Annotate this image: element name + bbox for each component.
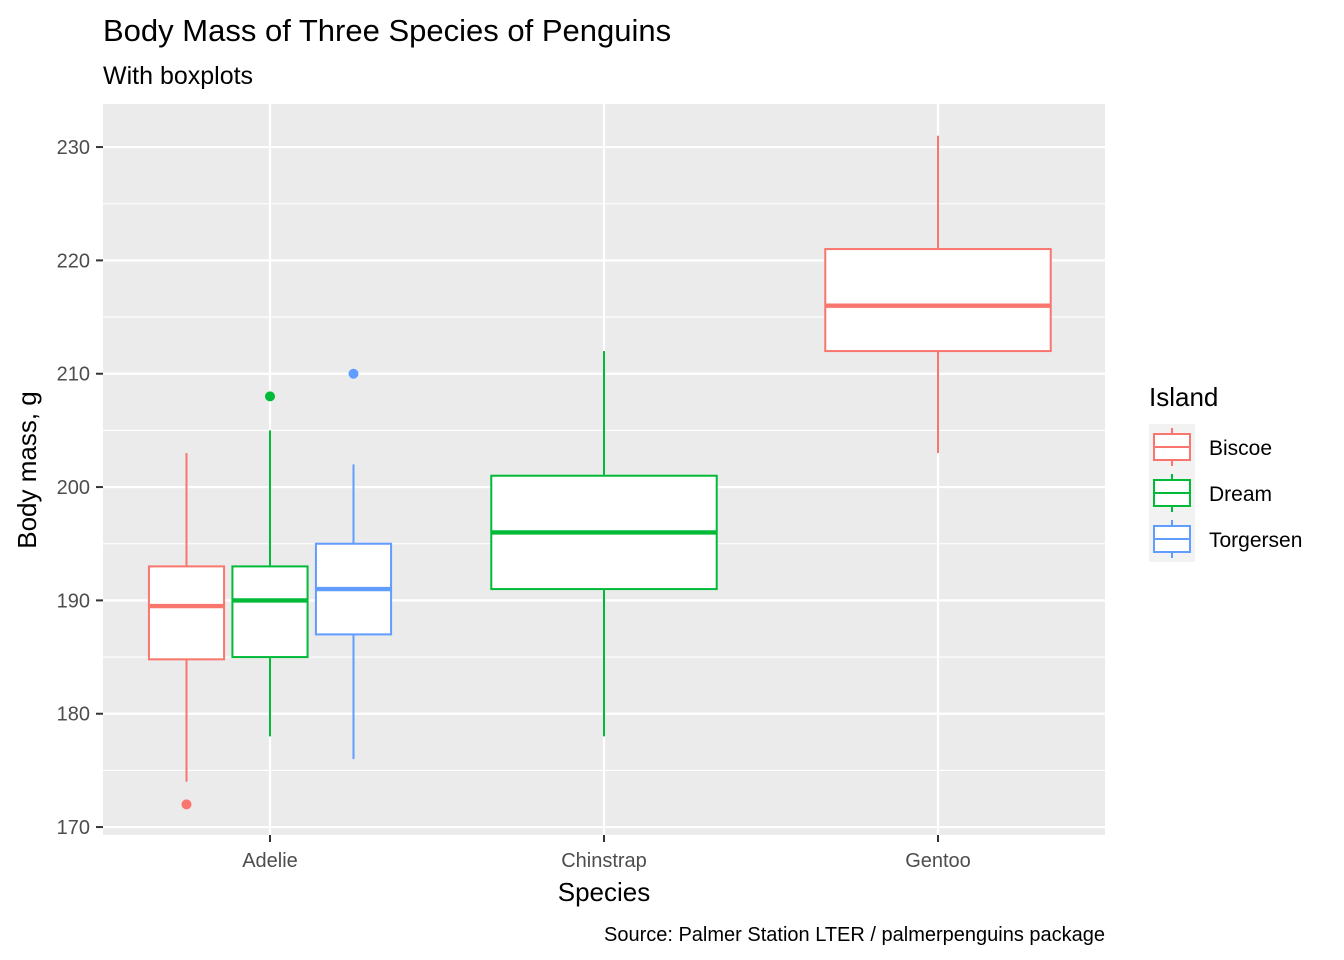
y-axis: 170 180 190 200 210 220 230	[57, 137, 103, 839]
x-axis: Adelie Chinstrap Gentoo	[242, 835, 971, 872]
y-tick-label: 210	[57, 364, 90, 386]
legend-item-torgersen: Torgersen	[1149, 516, 1302, 562]
outlier-point	[265, 391, 275, 402]
y-tick-label: 220	[57, 250, 90, 272]
box-biscoe-gentoo	[824, 135, 1052, 454]
x-axis-title: Species	[558, 877, 651, 907]
legend: Island Biscoe Dream Torgersen	[1149, 382, 1302, 562]
x-tick-label: Adelie	[242, 850, 298, 872]
chart-title: Body Mass of Three Species of Penguins	[103, 13, 671, 48]
y-tick-label: 200	[57, 477, 90, 499]
y-tick-label: 230	[57, 137, 90, 159]
chart-subtitle: With boxplots	[103, 62, 253, 90]
box-dream-adelie	[231, 391, 309, 737]
legend-label: Biscoe	[1209, 437, 1272, 460]
box	[231, 565, 309, 659]
y-tick-label: 180	[57, 704, 90, 726]
box-torgersen-adelie	[314, 368, 393, 760]
legend-label: Torgersen	[1209, 529, 1302, 552]
y-axis-title: Body mass, g	[12, 391, 42, 549]
legend-item-dream: Dream	[1149, 470, 1272, 516]
x-tick-label: Chinstrap	[561, 850, 647, 872]
outlier-point	[348, 368, 359, 379]
y-tick-label: 170	[57, 817, 90, 839]
legend-item-biscoe: Biscoe	[1149, 424, 1272, 470]
y-tick-label: 190	[57, 590, 90, 612]
outlier-point	[181, 799, 192, 810]
x-tick-label: Gentoo	[905, 850, 971, 872]
box	[147, 565, 226, 661]
legend-label: Dream	[1209, 483, 1272, 506]
legend-title: Island	[1149, 382, 1218, 412]
chart-caption: Source: Palmer Station LTER / palmerpeng…	[604, 924, 1105, 946]
box-dream-chinstrap	[490, 351, 718, 737]
box	[824, 248, 1052, 353]
box-biscoe-adelie	[147, 453, 226, 810]
boxplot-marks	[147, 135, 1052, 810]
